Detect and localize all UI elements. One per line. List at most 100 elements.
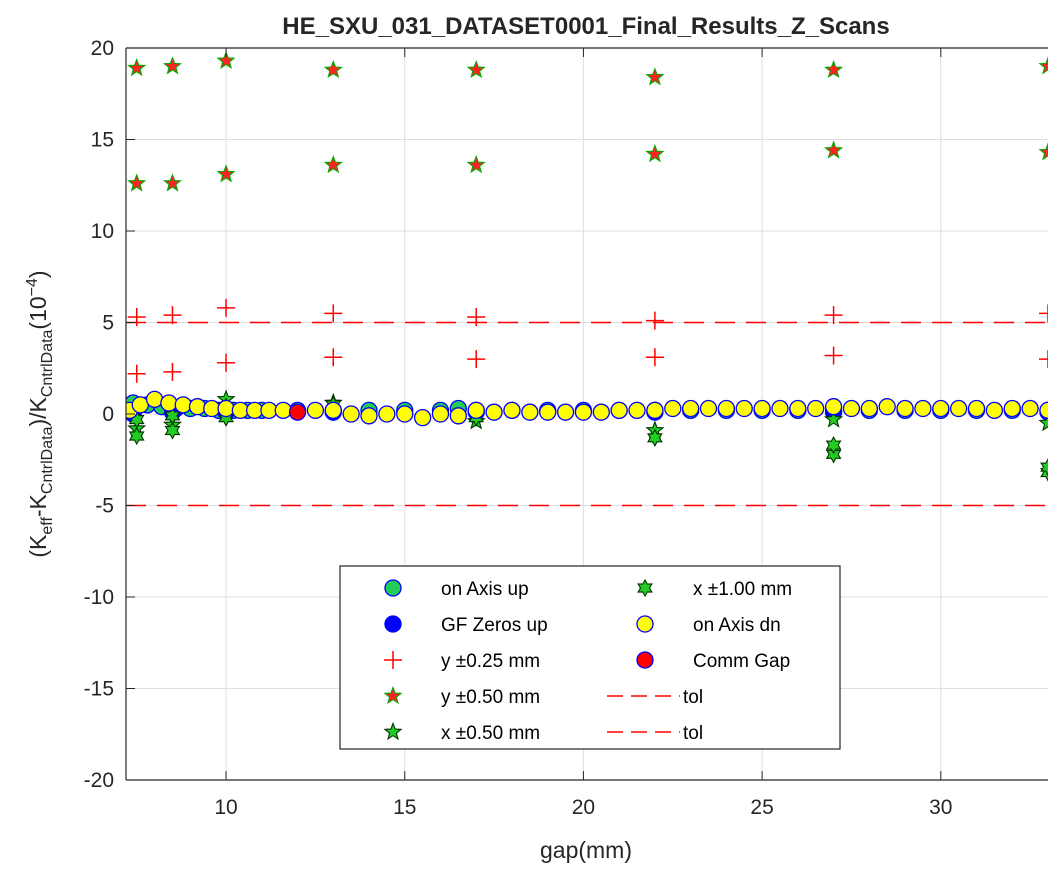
data-point <box>324 348 343 367</box>
y-tick-label: -5 <box>95 495 114 518</box>
legend-label: GF Zeros up <box>441 615 548 636</box>
data-point <box>860 399 878 418</box>
legend-entry: x ±1.00 mm <box>637 578 792 600</box>
legend: on Axis up GF Zeros up y ±0.25 mm y ±0.50 m… <box>339 565 841 750</box>
data-point <box>914 399 932 418</box>
legend-label: on Axis up <box>441 579 529 600</box>
legend-label: on Axis dn <box>693 615 781 636</box>
series-on-axis-dn <box>126 390 1048 427</box>
data-point <box>681 399 700 418</box>
data-point <box>324 304 343 323</box>
x-axis-label: gap(mm) <box>540 837 632 863</box>
x-tick-label: 15 <box>393 796 416 819</box>
data-point <box>1038 56 1048 75</box>
y-tick-label: 20 <box>91 37 114 60</box>
data-point <box>128 426 145 446</box>
legend-entry: tol <box>607 723 703 744</box>
data-point <box>1003 399 1021 418</box>
legend-label: x ±0.50 mm <box>441 723 540 744</box>
data-point <box>1038 413 1048 432</box>
x-tick-label: 30 <box>929 796 952 819</box>
legend-marker <box>384 579 402 597</box>
data-point <box>628 401 646 419</box>
data-point <box>160 394 178 412</box>
y-axis-label: (Keff-KCntrlData)/KCntrlData(10−4) <box>24 270 56 557</box>
data-point <box>664 399 682 418</box>
data-point <box>645 311 664 330</box>
data-point <box>217 298 236 317</box>
data-point <box>825 445 842 464</box>
legend-label: y ±0.50 mm <box>441 687 540 708</box>
legend-entry: on Axis up <box>384 579 529 600</box>
data-point <box>378 405 396 423</box>
legend-marker <box>636 615 654 633</box>
data-point <box>574 403 593 421</box>
data-point <box>323 155 343 174</box>
data-point <box>413 409 432 427</box>
data-point <box>231 401 250 419</box>
y-label-sub1: eff <box>39 517 56 535</box>
data-point <box>396 405 414 423</box>
data-point <box>985 401 1004 419</box>
data-point <box>323 59 343 79</box>
data-point <box>467 350 486 369</box>
data-point <box>824 346 843 365</box>
data-point <box>288 403 307 421</box>
y-label-sub3: CntrlData <box>39 329 56 397</box>
data-point <box>610 401 628 419</box>
data-point <box>825 435 842 455</box>
y-tick-label: 5 <box>102 312 114 335</box>
legend-marker <box>384 651 402 669</box>
data-point <box>521 403 539 421</box>
data-point <box>188 398 207 416</box>
data-point <box>1039 401 1048 419</box>
legend-label: y ±0.25 mm <box>441 651 540 672</box>
legend-entry: Comm Gap <box>636 651 790 672</box>
data-point <box>127 308 146 327</box>
data-point <box>449 407 467 425</box>
y-label-sub2: CntrlData <box>39 426 56 494</box>
data-point <box>1021 399 1039 418</box>
x-tick-label: 10 <box>214 796 237 819</box>
data-point <box>467 308 486 327</box>
data-point <box>503 401 521 419</box>
data-point <box>467 401 485 419</box>
legend-label: tol <box>683 723 703 744</box>
data-point <box>274 401 292 419</box>
data-point <box>162 56 182 75</box>
series-comm-gap <box>288 403 307 421</box>
x-tick-label: 20 <box>572 796 595 819</box>
data-point <box>645 144 665 163</box>
data-point <box>824 409 844 428</box>
data-point <box>824 140 844 159</box>
data-point <box>932 399 950 418</box>
series-y-0-50-mm <box>127 50 1048 192</box>
y-label-mid3: (10 <box>25 296 51 329</box>
y-tick-label: -20 <box>84 769 114 792</box>
legend-label: tol <box>683 687 703 708</box>
data-point <box>1039 304 1048 323</box>
y-tick-label: -15 <box>84 678 114 701</box>
data-point <box>699 399 718 418</box>
data-point <box>131 396 149 414</box>
y-tick-label: 0 <box>102 403 114 426</box>
data-point <box>1038 142 1048 161</box>
y-label-sup: −4 <box>24 278 41 296</box>
series-y-0-25-mm <box>127 298 1048 383</box>
y-tick-label: -10 <box>84 586 114 609</box>
y-tick-label: 10 <box>91 220 114 243</box>
data-point <box>360 407 378 425</box>
data-point <box>771 399 789 418</box>
data-point <box>647 428 663 447</box>
data-point <box>842 399 861 418</box>
legend-marker <box>383 721 403 741</box>
legend-box <box>339 565 841 750</box>
data-point <box>466 59 486 79</box>
y-label-mid2: )/K <box>25 396 51 426</box>
legend-entry: on Axis dn <box>636 615 781 636</box>
data-point <box>717 399 736 418</box>
data-point <box>1040 457 1048 477</box>
data-point <box>324 401 342 419</box>
data-point <box>824 59 844 79</box>
data-point <box>485 403 503 421</box>
